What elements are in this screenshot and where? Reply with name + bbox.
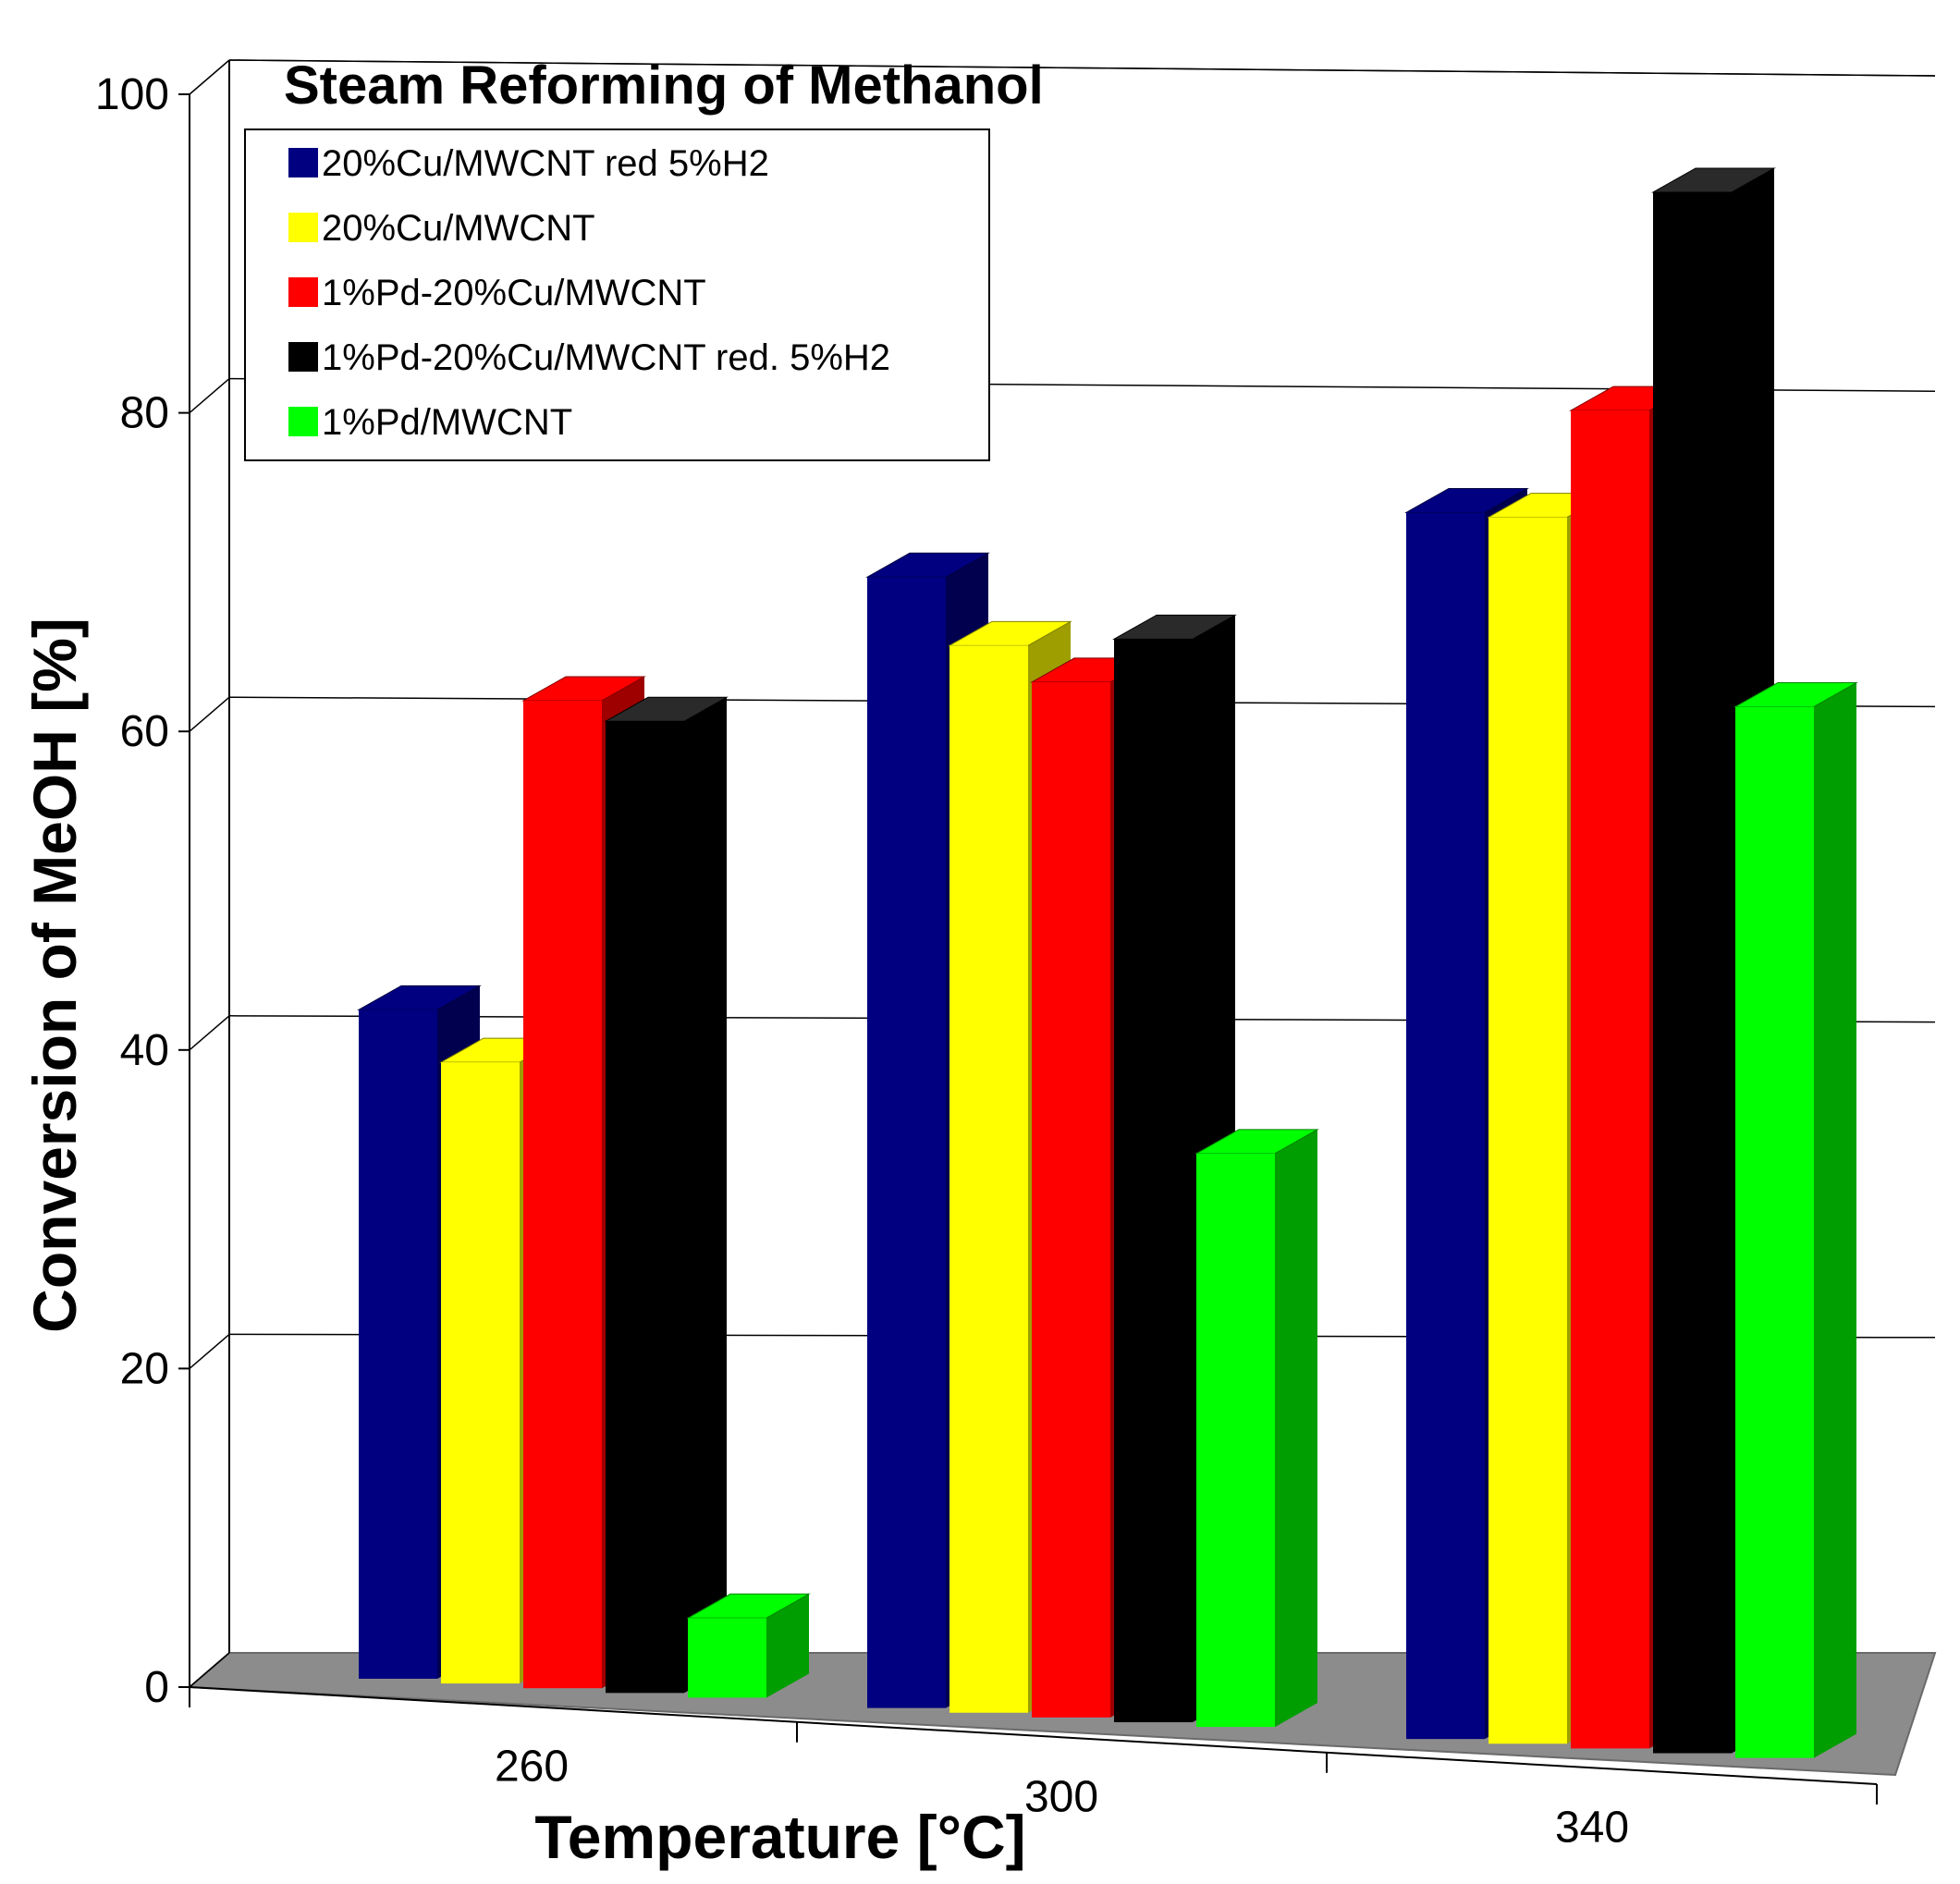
x-tick-label: 340	[1555, 1803, 1629, 1852]
bar-front	[688, 1618, 766, 1698]
bar-front	[523, 700, 602, 1689]
x-axis-line	[189, 1686, 1878, 1785]
legend-swatch	[288, 148, 318, 177]
side-gridline-100	[189, 59, 230, 95]
legend-label: 20%Cu/MWCNT	[322, 208, 595, 249]
bar-front	[359, 1009, 437, 1679]
bar-front	[1406, 512, 1485, 1740]
bar-front	[441, 1062, 520, 1684]
bar-front	[949, 645, 1028, 1713]
y-tick-label: 40	[120, 1026, 169, 1075]
bar-front	[1032, 681, 1110, 1718]
bar-260-5	[686, 1593, 811, 1698]
back-wall-top-edge	[228, 59, 1936, 77]
side-gridline-40	[189, 1015, 230, 1051]
bar-front	[606, 721, 684, 1694]
bar-340-5	[1733, 681, 1858, 1758]
legend-box	[244, 128, 990, 461]
side-gridline-0	[189, 1652, 230, 1688]
y-tick-label: 60	[120, 707, 169, 756]
bar-side	[1275, 1129, 1317, 1728]
bar-front	[1571, 410, 1649, 1749]
y-axis-title: Conversion of MeOH [%]	[20, 618, 89, 1333]
legend-swatch	[288, 407, 318, 436]
legend-label: 1%Pd/MWCNT	[322, 402, 572, 443]
legend-label: 1%Pd-20%Cu/MWCNT	[322, 273, 706, 313]
y-tick-label: 20	[120, 1344, 169, 1393]
x-tick-label: 300	[1024, 1772, 1098, 1821]
bar-side	[1814, 682, 1856, 1758]
x-axis-title: Temperature [°C]	[534, 1803, 1025, 1871]
y-tick-label: 0	[144, 1663, 169, 1712]
bar-side	[766, 1594, 809, 1698]
legend-swatch	[288, 213, 318, 242]
legend-label: 1%Pd-20%Cu/MWCNT red. 5%H2	[322, 337, 890, 378]
bar-front	[1488, 517, 1567, 1744]
bar-260-4	[604, 696, 729, 1694]
y-tick-label: 100	[95, 70, 169, 119]
bar-front	[1653, 191, 1732, 1754]
bar-front	[1114, 639, 1193, 1722]
y-tick-label: 80	[120, 389, 169, 438]
axes: 0 20 40 60 80 100 260 300 340	[95, 70, 1878, 1852]
chart-title: Steam Reforming of Methanol	[284, 55, 1044, 116]
side-gridline-60	[189, 696, 230, 732]
legend-swatch	[288, 342, 318, 372]
bar-front	[1735, 706, 1814, 1758]
legend-swatch	[288, 277, 318, 307]
side-gridline-80	[189, 378, 230, 414]
legend: 20%Cu/MWCNT red 5%H2 20%Cu/MWCNT 1%Pd-20%C…	[244, 128, 990, 461]
side-gridline-20	[189, 1333, 230, 1369]
legend-label: 20%Cu/MWCNT red 5%H2	[322, 143, 769, 184]
x-tick-label: 260	[495, 1742, 569, 1791]
bars	[357, 167, 1858, 1758]
bar-side	[684, 697, 727, 1694]
bar-front	[867, 577, 946, 1708]
bar-front	[1196, 1153, 1275, 1728]
bar-300-5	[1194, 1129, 1319, 1728]
